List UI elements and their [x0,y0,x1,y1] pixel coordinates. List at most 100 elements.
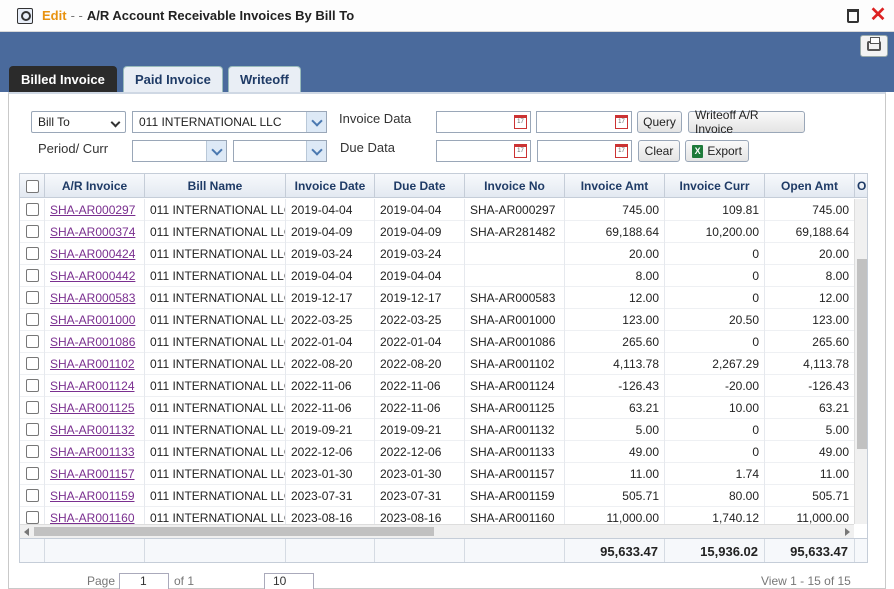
invoice-no-cell: SHA-AR001000 [465,309,565,331]
customer-combo[interactable]: 011 INTERNATIONAL LLC [132,111,327,133]
table-row[interactable]: SHA-AR001086 011 INTERNATIONAL LLC 2022-01… [20,331,854,353]
header-due-date[interactable]: Due Date [375,174,465,198]
ar-invoice-link[interactable]: SHA-AR001160 [45,507,145,524]
table-row[interactable]: SHA-AR000583 011 INTERNATIONAL LLC 2019-12… [20,287,854,309]
ar-invoice-link[interactable]: SHA-AR001159 [45,485,145,507]
row-checkbox[interactable] [26,269,39,282]
export-button[interactable]: X Export [685,140,749,162]
due-date-to[interactable]: 17 [537,140,632,162]
row-checkbox[interactable] [26,225,39,238]
header-bill-name[interactable]: Bill Name [145,174,286,198]
search-icon [17,7,33,24]
bill-to-select[interactable]: Bill To [31,111,126,133]
scroll-left-icon[interactable] [24,528,29,536]
table-row[interactable]: SHA-AR001000 011 INTERNATIONAL LLC 2022-03… [20,309,854,331]
row-checkbox[interactable] [26,335,39,348]
table-row[interactable]: SHA-AR001160 011 INTERNATIONAL LLC 2023-08… [20,507,854,524]
header-ar-invoice[interactable]: A/R Invoice [45,174,145,198]
trash-icon[interactable] [847,9,859,23]
row-checkbox[interactable] [26,313,39,326]
ar-invoice-link[interactable]: SHA-AR000374 [45,221,145,243]
header-invoice-curr[interactable]: Invoice Curr [665,174,765,198]
scroll-right-icon[interactable] [845,528,850,536]
ar-invoice-link[interactable]: SHA-AR001157 [45,463,145,485]
header-invoice-amt[interactable]: Invoice Amt [565,174,665,198]
ar-invoice-link[interactable]: SHA-AR000583 [45,287,145,309]
row-checkbox[interactable] [26,467,39,480]
table-row[interactable]: SHA-AR000424 011 INTERNATIONAL LLC 2019-03… [20,243,854,265]
ar-invoice-link[interactable]: SHA-AR000424 [45,243,145,265]
row-checkbox[interactable] [26,445,39,458]
horizontal-scroll-thumb[interactable] [34,527,434,536]
due-date-from[interactable]: 17 [436,140,531,162]
writeoff-button[interactable]: Writeoff A/R Invoice [688,108,805,136]
print-button[interactable] [860,35,888,57]
table-row[interactable]: SHA-AR000442 011 INTERNATIONAL LLC 2019-04… [20,265,854,287]
row-checkbox[interactable] [26,357,39,370]
ar-invoice-link[interactable]: SHA-AR001102 [45,353,145,375]
horizontal-scrollbar[interactable] [20,524,854,538]
table-row[interactable]: SHA-AR001132 011 INTERNATIONAL LLC 2019-09… [20,419,854,441]
chevron-down-icon[interactable] [306,112,326,132]
table-row[interactable]: SHA-AR001157 011 INTERNATIONAL LLC 2023-01… [20,463,854,485]
invoice-no-cell [465,243,565,265]
tab-paid-invoice[interactable]: Paid Invoice [123,66,223,92]
invoice-no-cell: SHA-AR001133 [465,441,565,463]
header-op[interactable]: Op [855,174,867,198]
calendar-icon[interactable]: 17 [514,115,527,129]
calendar-icon[interactable]: 17 [514,144,527,158]
table-row[interactable]: SHA-AR000374 011 INTERNATIONAL LLC 2019-04… [20,221,854,243]
vertical-scrollbar[interactable] [854,199,867,524]
chevron-down-icon[interactable] [206,141,226,161]
window-titlebar: Edit - - A/R Account Receivable Invoices… [0,0,894,32]
page-size-select[interactable]: 10 [264,573,314,589]
ar-invoice-link[interactable]: SHA-AR001125 [45,397,145,419]
tab-billed-invoice[interactable]: Billed Invoice [9,66,117,92]
row-checkbox[interactable] [26,203,39,216]
table-row[interactable]: SHA-AR001102 011 INTERNATIONAL LLC 2022-08… [20,353,854,375]
table-row[interactable]: SHA-AR001124 011 INTERNATIONAL LLC 2022-11… [20,375,854,397]
row-checkbox[interactable] [26,489,39,502]
currency-combo[interactable] [233,140,327,162]
calendar-icon[interactable]: 17 [615,144,628,158]
ar-invoice-link[interactable]: SHA-AR001124 [45,375,145,397]
vertical-scroll-thumb[interactable] [857,259,867,449]
invoice-date-from[interactable]: 17 [436,111,531,133]
page-number-input[interactable]: 1 [119,573,169,589]
tab-writeoff[interactable]: Writeoff [228,66,301,92]
header-open-amt[interactable]: Open Amt [765,174,855,198]
clear-button[interactable]: Clear [638,140,680,162]
query-button[interactable]: Query [637,111,682,133]
row-checkbox[interactable] [26,423,39,436]
ar-invoice-link[interactable]: SHA-AR000442 [45,265,145,287]
row-checkbox[interactable] [26,379,39,392]
table-row[interactable]: SHA-AR001133 011 INTERNATIONAL LLC 2022-12… [20,441,854,463]
chevron-down-icon[interactable] [306,141,326,161]
due-date-cell: 2022-11-06 [375,397,465,419]
header-invoice-no[interactable]: Invoice No [465,174,565,198]
select-all-checkbox[interactable] [26,180,39,193]
row-checkbox[interactable] [26,401,39,414]
ar-invoice-link[interactable]: SHA-AR001000 [45,309,145,331]
ar-invoice-link[interactable]: SHA-AR001132 [45,419,145,441]
table-row[interactable]: SHA-AR001159 011 INTERNATIONAL LLC 2023-07… [20,485,854,507]
open-amt-cell: 49.00 [765,441,854,463]
close-icon[interactable]: ✕ [869,4,887,26]
row-checkbox[interactable] [26,291,39,304]
header-invoice-date[interactable]: Invoice Date [286,174,375,198]
invoice-no-cell: SHA-AR001086 [465,331,565,353]
bill-name-cell: 011 INTERNATIONAL LLC [145,353,286,375]
period-combo[interactable] [132,140,227,162]
calendar-icon[interactable]: 17 [615,115,628,129]
open-amt-cell: 20.00 [765,243,854,265]
invoice-date-cell: 2022-08-20 [286,353,375,375]
invoice-date-to[interactable]: 17 [536,111,632,133]
table-row[interactable]: SHA-AR001125 011 INTERNATIONAL LLC 2022-11… [20,397,854,419]
row-checkbox[interactable] [26,511,39,524]
ar-invoice-link[interactable]: SHA-AR001133 [45,441,145,463]
row-checkbox[interactable] [26,247,39,260]
ar-invoice-link[interactable]: SHA-AR000297 [45,199,145,221]
table-row[interactable]: SHA-AR000297 011 INTERNATIONAL LLC 2019-04… [20,199,854,221]
ar-invoice-link[interactable]: SHA-AR001086 [45,331,145,353]
row-select-cell [20,353,45,375]
